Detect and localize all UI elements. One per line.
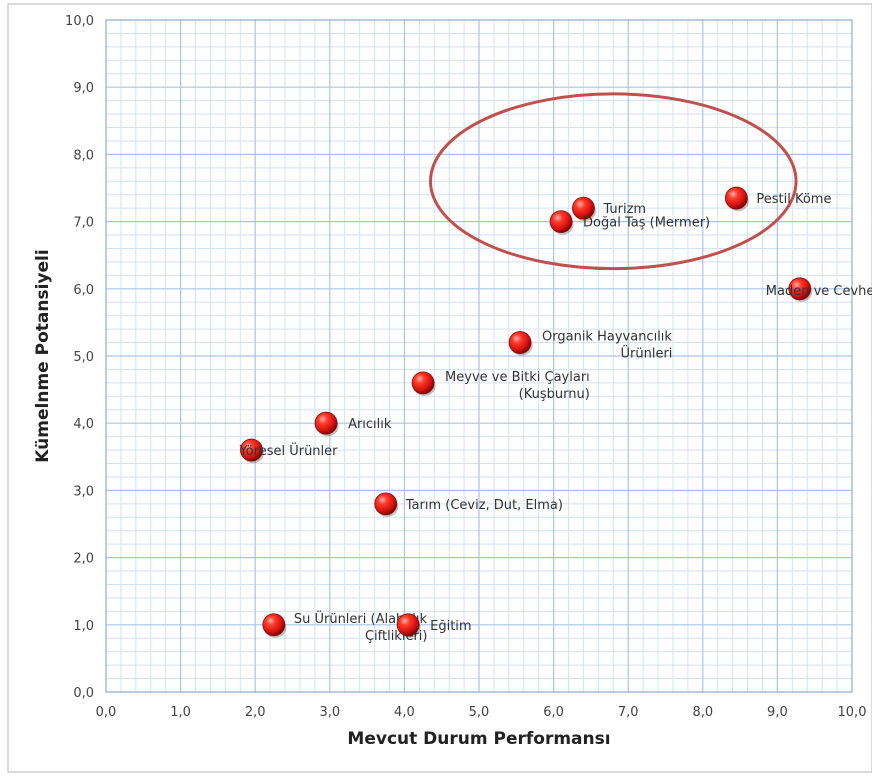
point-label: Yöresel Ürünler <box>238 442 338 459</box>
scatter-point[interactable] <box>549 210 573 234</box>
point-label: Maden ve Cevher <box>766 284 872 299</box>
y-tick-label: 3,0 <box>73 484 94 499</box>
y-tick-label: 0,0 <box>73 686 94 701</box>
y-axis-ticks: 0,0 1,0 2,0 3,0 4,0 5,0 6,0 7,0 8,0 9,0 10,0 <box>65 14 94 701</box>
y-tick-label: 4,0 <box>73 417 94 432</box>
scatter-point[interactable] <box>374 492 398 516</box>
x-tick-label: 6,0 <box>543 705 564 720</box>
x-tick-label: 5,0 <box>469 705 490 720</box>
y-tick-label: 8,0 <box>73 148 94 163</box>
chart-frame <box>7 3 872 773</box>
scatter-point[interactable] <box>572 196 595 220</box>
scatter-point[interactable] <box>508 331 532 354</box>
point-label: Organik Hayvancılık <box>542 330 672 345</box>
x-tick-label: 7,0 <box>618 705 639 720</box>
point-label: Tarım (Ceviz, Dut, Elma) <box>405 498 563 513</box>
y-axis-title: Kümelnme Potansiyeli <box>33 249 53 462</box>
x-tick-label: 2,0 <box>245 705 266 720</box>
point-label: Doğal Taş (Mermer) <box>583 216 710 231</box>
scatter-point[interactable] <box>396 613 420 637</box>
point-label: Arıcılık <box>348 417 392 432</box>
x-axis-ticks: 0,0 1,0 2,0 3,0 4,0 5,0 6,0 7,0 8,0 9,0 10,0 <box>96 705 867 720</box>
y-tick-label: 10,0 <box>65 14 94 29</box>
point-label: (Kuşburnu) <box>519 387 590 402</box>
x-tick-label: 0,0 <box>96 705 117 720</box>
scatter-point[interactable] <box>788 277 812 301</box>
point-label: Eğitim <box>430 619 471 634</box>
point-label: Ürünleri <box>621 345 673 362</box>
y-tick-label: 1,0 <box>73 619 94 634</box>
scatter-point[interactable] <box>240 438 263 462</box>
x-tick-label: 8,0 <box>692 705 713 720</box>
x-tick-label: 9,0 <box>767 705 788 720</box>
point-label: Pestil Köme <box>756 192 831 207</box>
y-tick-label: 5,0 <box>73 350 94 365</box>
x-tick-label: 10,0 <box>838 705 867 720</box>
scatter-point[interactable] <box>314 411 338 435</box>
highlight-ellipse <box>429 92 798 271</box>
scatter-point[interactable] <box>724 186 748 210</box>
plot-area-border <box>105 19 853 693</box>
point-label: Meyve ve Bitki Çayları <box>445 370 590 385</box>
y-tick-label: 6,0 <box>73 283 94 298</box>
y-tick-label: 2,0 <box>73 552 94 567</box>
point-label: Su Ürünleri (Alabalık <box>294 610 428 627</box>
x-tick-label: 3,0 <box>319 705 340 720</box>
x-tick-label: 1,0 <box>170 705 191 720</box>
x-axis-title: Mevcut Durum Performansı <box>347 729 610 749</box>
y-tick-label: 9,0 <box>73 81 94 96</box>
scatter-point[interactable] <box>262 613 286 637</box>
scatter-point[interactable] <box>411 371 435 395</box>
y-tick-label: 7,0 <box>73 216 94 231</box>
x-tick-label: 4,0 <box>394 705 415 720</box>
point-label: Turizm <box>602 202 646 217</box>
